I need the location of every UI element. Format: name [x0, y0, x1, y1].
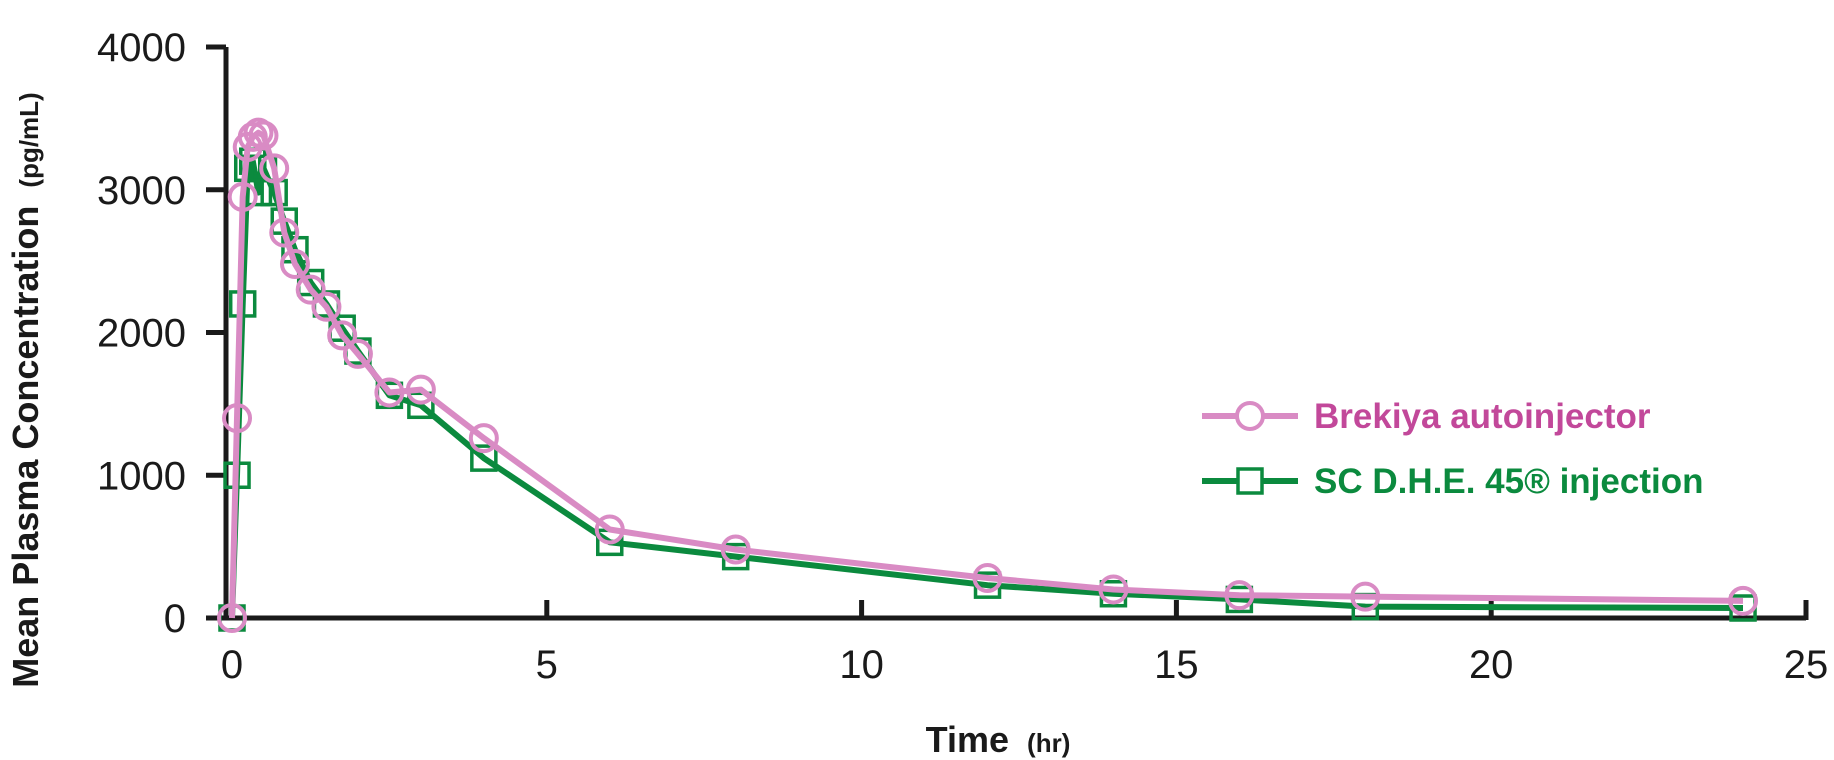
x-tick-label: 20 — [1469, 643, 1514, 687]
legend-item-dhe45: SC D.H.E. 45® injection — [1202, 462, 1703, 501]
data-point-circle — [1350, 581, 1381, 612]
legend-marker-square — [1236, 467, 1264, 495]
data-point-circle — [217, 603, 247, 633]
svg-text:Mean Plasma Concentration: Mean Plasma Concentration (pg/mL) — [5, 92, 46, 687]
series-layer — [217, 117, 1759, 633]
x-tick-label: 10 — [839, 643, 884, 687]
data-point-circle — [720, 534, 751, 565]
x-axis-title: Time (hr) — [926, 719, 1071, 760]
x-tick-label: 0 — [221, 643, 243, 687]
legend-item-brekiya: Brekiya autoinjector — [1202, 397, 1651, 436]
y-axis-title: Mean Plasma Concentration (pg/mL) — [5, 92, 46, 687]
legend-label-dhe45: SC D.H.E. 45® injection — [1314, 462, 1703, 501]
data-point-circle — [227, 181, 258, 212]
legend-label-brekiya: Brekiya autoinjector — [1314, 397, 1651, 436]
y-tick-label: 4000 — [97, 26, 186, 70]
data-point-circle — [972, 563, 1003, 594]
x-tick-label: 5 — [536, 643, 558, 687]
x-tick-label: 25 — [1784, 643, 1829, 687]
legend: Brekiya autoinjector SC D.H.E. 45® injec… — [1202, 397, 1703, 501]
data-point-circle — [222, 403, 253, 434]
data-point-circle — [269, 217, 300, 248]
data-point-circle — [342, 338, 373, 369]
data-point-circle — [248, 120, 279, 151]
data-point-circle — [237, 121, 268, 152]
x-axis-unit: (hr) — [1027, 728, 1070, 758]
y-tick-label: 0 — [164, 597, 186, 641]
x-axis-title-text: Time — [926, 719, 1009, 760]
data-point-circle — [468, 423, 499, 454]
y-tick-label: 2000 — [97, 312, 186, 356]
series-line — [229, 158, 1744, 619]
series-dhe45 — [218, 147, 1757, 632]
series-brekiya — [217, 117, 1759, 633]
data-point-circle — [1224, 580, 1255, 611]
y-axis-unit: (pg/mL) — [14, 92, 44, 187]
data-point-circle — [279, 248, 310, 279]
y-tick-label: 3000 — [97, 169, 186, 213]
legend-marker-circle — [1235, 401, 1265, 431]
data-point-circle — [1728, 585, 1759, 616]
data-point-square — [470, 444, 498, 472]
data-point-circle — [1098, 574, 1129, 605]
data-point-circle — [594, 514, 625, 545]
y-tick-label: 1000 — [97, 454, 186, 498]
series-line — [229, 129, 1744, 619]
y-ticks: 0 1000 2000 3000 4000 — [97, 26, 226, 641]
data-point-circle — [259, 153, 290, 184]
x-ticks: 0 5 10 15 20 25 — [221, 600, 1828, 687]
data-point-circle — [295, 274, 326, 305]
data-point-circle — [327, 320, 358, 351]
data-point-circle — [374, 377, 405, 408]
svg-text:Time (hr): Time (hr) — [926, 719, 1071, 760]
axes: 0 1000 2000 3000 4000 0 5 10 15 20 25 — [97, 26, 1828, 687]
x-tick-label: 15 — [1154, 643, 1199, 687]
data-point-circle — [311, 291, 342, 322]
y-axis-title-text: Mean Plasma Concentration — [5, 206, 46, 688]
data-point-circle — [405, 374, 436, 405]
